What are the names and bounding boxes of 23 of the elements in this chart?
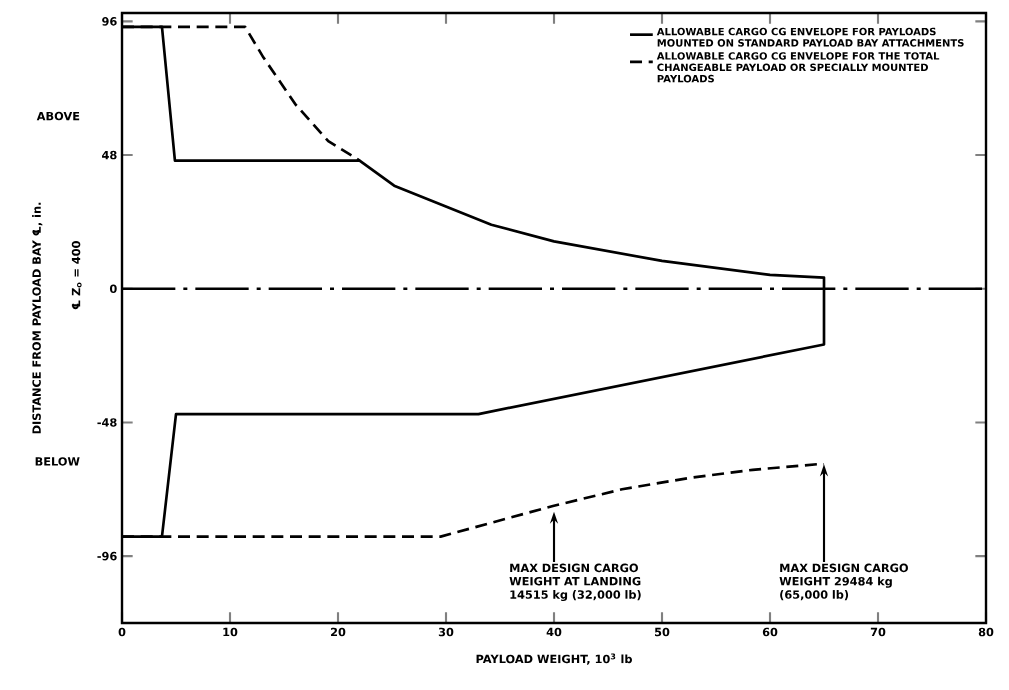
x-tick-label: 10	[223, 627, 238, 637]
y-tick-label: 96	[102, 17, 117, 26]
annotation: MAX DESIGN CARGO WEIGHT 29484 kg (65,000 lb)	[779, 563, 908, 601]
x-axis-title: PAYLOAD WEIGHT, 10$^{3}$ lb	[476, 653, 632, 665]
x-tick-label: 40	[546, 627, 562, 637]
y-axis-title: DISTANCE FROM PAYLOAD BAY ℄, in.	[32, 202, 43, 434]
annotation: MAX DESIGN CARGO WEIGHT AT LANDING 14515 kg (32,000 lb)	[509, 563, 641, 602]
x-tick-label: 50	[655, 627, 670, 637]
y-tick-label: 0	[109, 284, 117, 294]
y-tick-label: -48	[97, 418, 117, 427]
text: ABOVE	[36, 111, 80, 121]
text: BELOW	[35, 457, 80, 466]
x-tick-label: 80	[978, 627, 994, 637]
legend-label: ALLOWABLE CARGO CG ENVELOPE FOR PAYLOADS MOUNTED ON STANDARD PAYLOAD BAY ATTACHMENTS	[656, 27, 964, 47]
x-tick-label: 60	[762, 627, 778, 637]
text: ℄ Z$_{o}$ = 400	[71, 241, 82, 310]
x-tick-label: 20	[331, 627, 346, 637]
x-tick-label: 30	[438, 627, 454, 637]
x-tick-label: 70	[870, 627, 886, 637]
y-tick-label: 48	[102, 150, 117, 160]
y-tick-label: -96	[97, 551, 117, 561]
x-tick-label: 0	[118, 627, 126, 637]
legend-label: ALLOWABLE CARGO CG ENVELOPE FOR THE TOTAL CHANGEABLE PAYLOAD OR SPECIALLY MOUNTED PAYLOADS	[656, 52, 940, 83]
